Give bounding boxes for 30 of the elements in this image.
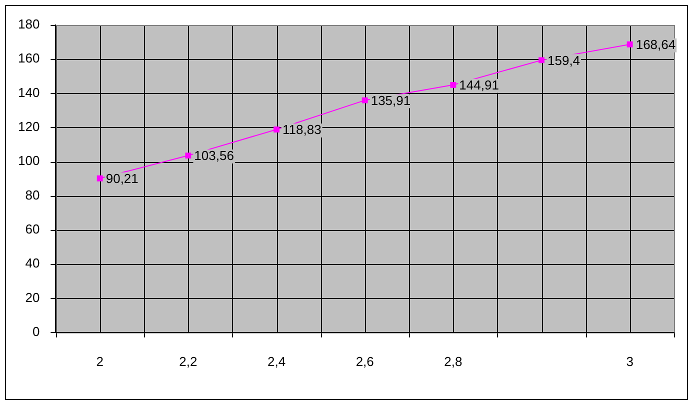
data-label: 103,56 (194, 148, 234, 164)
data-label: 144,91 (459, 78, 499, 93)
y-tick-label: 100 (18, 153, 40, 168)
y-tick-label: 120 (18, 119, 40, 134)
y-tick-label: 160 (18, 50, 40, 66)
y-tick-label: 140 (18, 84, 40, 100)
data-label: 135,91 (370, 92, 411, 108)
x-tick-label: 2 (96, 354, 104, 369)
x-tick-label: 3 (626, 354, 634, 369)
point (626, 41, 633, 48)
point (450, 82, 456, 88)
data-label: 168,64 (636, 36, 676, 52)
data-label: 90,21 (106, 170, 138, 186)
x-tick-label: 2,8 (444, 354, 462, 369)
data-label: 118,83 (282, 122, 322, 138)
point (538, 57, 544, 64)
x-tick-label: 2,6 (356, 354, 374, 369)
y-tick-label: 180 (18, 16, 40, 32)
point (274, 126, 280, 132)
point (185, 152, 192, 159)
data-label: 159,4 (548, 52, 580, 68)
y-tick-label: 60 (25, 222, 40, 237)
y-tick-label: 20 (25, 290, 40, 305)
y-tick-label: 80 (25, 187, 40, 202)
point (362, 97, 368, 104)
x-tick-label: 2,4 (267, 354, 286, 369)
x-tick-label: 2,2 (179, 354, 198, 369)
point (96, 175, 103, 182)
y-tick-label: 0 (32, 324, 40, 339)
y-tick-label: 40 (25, 256, 40, 271)
